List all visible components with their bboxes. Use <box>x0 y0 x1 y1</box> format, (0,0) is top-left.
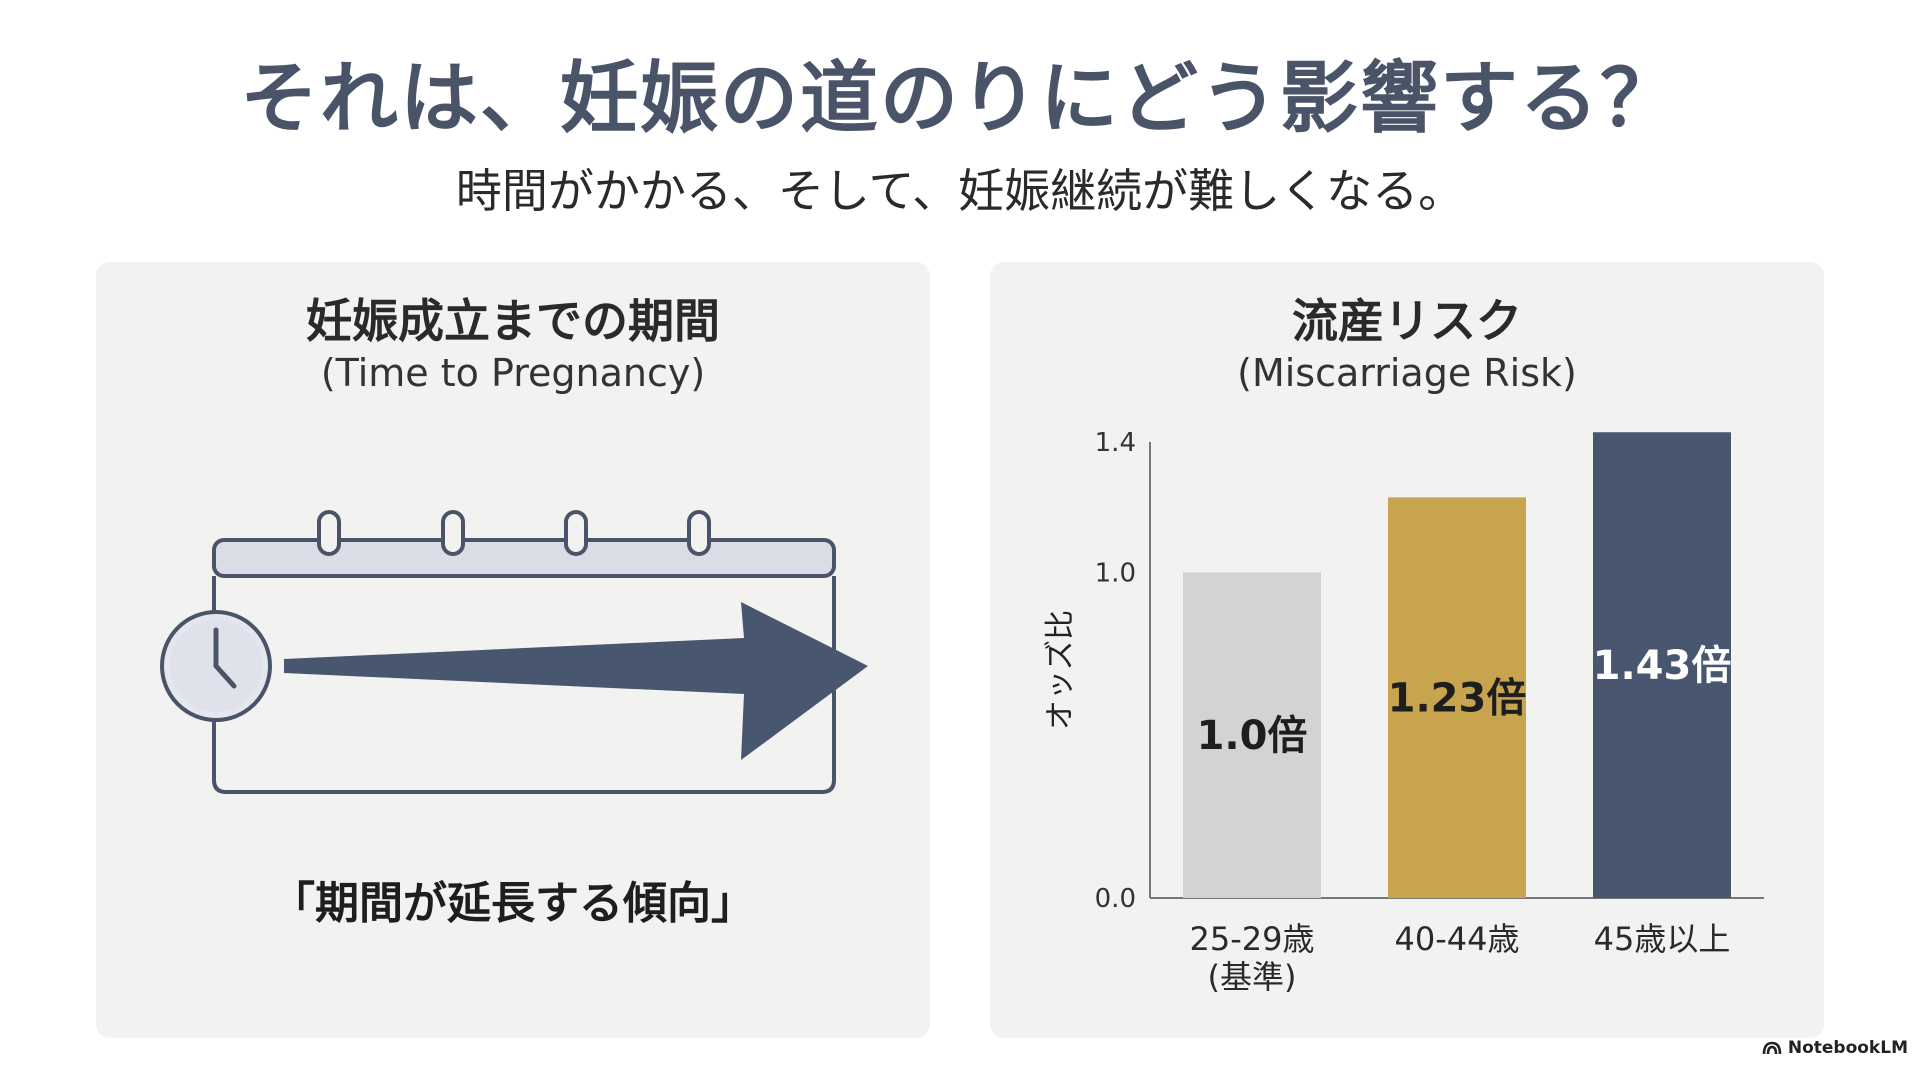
miscarriage-risk-chart: オッズ比 1.0倍 1.23倍 1.43倍 0.0 1.0 1.4 25-29歳(基準)… <box>1043 428 1764 996</box>
brand-label: NotebookLM <box>1787 1038 1908 1058</box>
category-label: 40-44歳 <box>1395 920 1520 958</box>
notebooklm-logo-icon <box>1762 1041 1782 1055</box>
category-sublabel: (基準) <box>1208 958 1297 996</box>
y-tick-label: 0.0 <box>1095 884 1136 914</box>
y-tick-label: 1.4 <box>1095 428 1136 458</box>
bar-value-label: 1.0倍 <box>1197 713 1308 759</box>
ticks-layer: 0.0 1.0 1.4 <box>1095 428 1136 914</box>
time-to-pregnancy-panel: 妊娠成立までの期間 (Time to Pregnancy) 「期間が延長する傾向… <box>96 262 930 1038</box>
bar <box>1388 497 1526 898</box>
clock-icon <box>160 610 272 722</box>
category-labels: 25-29歳(基準) 40-44歳 45歳以上 <box>1190 920 1731 996</box>
category-label: 25-29歳 <box>1190 920 1315 958</box>
chart-subtitle: (Miscarriage Risk) <box>1237 351 1577 395</box>
page-title: それは、妊娠の道のりにどう影響する？ <box>239 54 1680 144</box>
y-axis-label: オッズ比 <box>1043 610 1078 730</box>
panel-subheading: (Time to Pregnancy) <box>320 351 706 395</box>
trend-caption: 「期間が延長する傾向」 <box>271 878 755 929</box>
y-tick-label: 1.0 <box>1095 558 1136 588</box>
calendar-illustration <box>160 510 868 794</box>
category-label: 45歳以上 <box>1594 920 1731 958</box>
bars-layer: 1.0倍 1.23倍 1.43倍 <box>1183 432 1731 898</box>
bar <box>1183 572 1321 898</box>
bar-value-label: 1.23倍 <box>1388 676 1527 722</box>
calendar-icon <box>212 510 836 794</box>
notebooklm-brand: NotebookLM <box>1762 1038 1908 1058</box>
bar-value-label: 1.43倍 <box>1593 643 1732 689</box>
chart-title: 流産リスク <box>1292 294 1522 348</box>
arrow-right-icon <box>284 602 868 760</box>
bar <box>1593 432 1731 898</box>
miscarriage-risk-panel: 流産リスク (Miscarriage Risk) オッズ比 1.0倍 1.23倍 1… <box>990 262 1824 1038</box>
panel-heading: 妊娠成立までの期間 <box>306 294 720 348</box>
page-subtitle: 時間がかかる、そして、妊娠継続が難しくなる。 <box>455 164 1465 218</box>
